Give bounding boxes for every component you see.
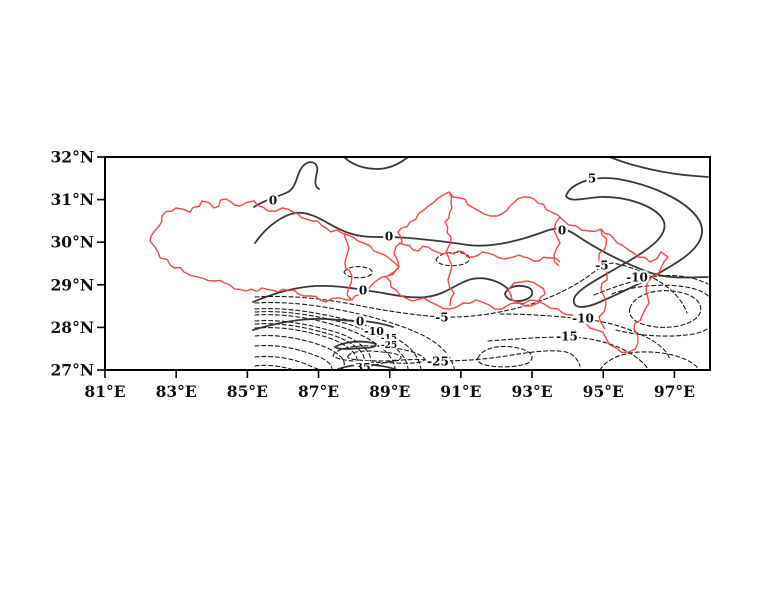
contour-label: -10: [364, 325, 384, 338]
contour-label: -15: [381, 334, 397, 344]
basin-boundary: [507, 280, 546, 307]
contour-label: -10: [626, 270, 648, 284]
x-axis-label: 87°E: [298, 382, 339, 401]
contour-label: 0: [359, 283, 367, 297]
contour-label: 35: [355, 361, 370, 374]
x-axis-label: 83°E: [156, 382, 197, 401]
contour-line-dashed: [615, 327, 710, 337]
contour-layer: [252, 157, 710, 370]
contour-line-solid: [337, 363, 398, 370]
x-axis-label: 85°E: [227, 382, 268, 401]
contour-label: -15: [556, 329, 578, 343]
basin-boundary: [553, 216, 561, 267]
contour-line-dashed: [361, 350, 581, 370]
contour-line-solid: [609, 157, 709, 178]
contour-line-dashed: [593, 275, 709, 296]
contour-label: -25: [427, 354, 449, 368]
y-axis-label: 29°N: [51, 275, 95, 294]
contour-line-dashed: [346, 350, 402, 362]
x-axis-label: 91°E: [440, 382, 481, 401]
x-axis-label: 81°E: [84, 382, 125, 401]
contour-label: 0: [558, 223, 566, 237]
contour-line-dashed: [254, 302, 456, 370]
basin-boundary: [444, 191, 455, 307]
contour-line-dashed: [254, 308, 422, 370]
contour-line-solid: [252, 277, 508, 303]
contour-line-solid: [253, 161, 320, 208]
contour-line-dashed: [254, 314, 396, 370]
x-axis-label: 93°E: [511, 382, 552, 401]
contour-line-solid: [333, 340, 377, 350]
basin-boundary: [598, 228, 608, 330]
contour-label: 0: [385, 229, 393, 243]
contour-line-dashed: [599, 351, 700, 370]
contour-label: 0: [269, 193, 277, 207]
x-axis-label: 89°E: [369, 382, 410, 401]
contour-label: -25: [381, 341, 397, 351]
contour-line-dashed: [254, 262, 688, 318]
contour-label: 0: [356, 314, 364, 328]
basin-boundary: [343, 232, 353, 300]
contour-line-solid: [343, 157, 409, 170]
contour-label: -5: [595, 258, 608, 272]
contour-line-dashed: [254, 345, 333, 370]
contour-line-dashed: [254, 311, 409, 370]
basin-boundary: [149, 240, 400, 303]
basin-boundary: [398, 242, 561, 263]
basin-boundary: [596, 276, 653, 354]
contour-line-solid: [254, 212, 709, 279]
contour-label: -5: [435, 310, 448, 324]
contour-line-dashed: [254, 320, 372, 370]
contour-line-dashed: [332, 345, 426, 364]
contour-line-dashed: [628, 290, 702, 328]
x-axis-label: 97°E: [654, 382, 695, 401]
contour-line-solid: [565, 177, 704, 308]
x-axis-label: 95°E: [583, 382, 624, 401]
y-axis-label: 32°N: [51, 148, 95, 167]
y-axis-label: 31°N: [51, 190, 95, 209]
contour-label: 5: [588, 171, 596, 185]
plot-frame: [104, 156, 711, 371]
contour-line-dashed: [476, 345, 533, 368]
contour-line-dashed: [611, 284, 710, 298]
y-axis-label: 30°N: [51, 233, 95, 252]
contour-line-dashed: [254, 327, 358, 370]
boundary-layer: [149, 191, 669, 354]
contour-line-dashed: [487, 336, 649, 370]
contour-line-dashed: [499, 313, 671, 361]
basin-boundary: [385, 266, 598, 331]
contour-line-dashed: [343, 266, 373, 279]
contour-line-dashed: [435, 251, 470, 267]
contour-line-dashed: [254, 355, 321, 370]
basin-boundary: [393, 191, 669, 278]
contour-line-dashed: [254, 335, 345, 370]
y-axis-label: 27°N: [51, 361, 95, 380]
basin-boundary: [149, 198, 400, 268]
y-axis-label: 28°N: [51, 318, 95, 337]
contour-label: -10: [572, 311, 594, 325]
